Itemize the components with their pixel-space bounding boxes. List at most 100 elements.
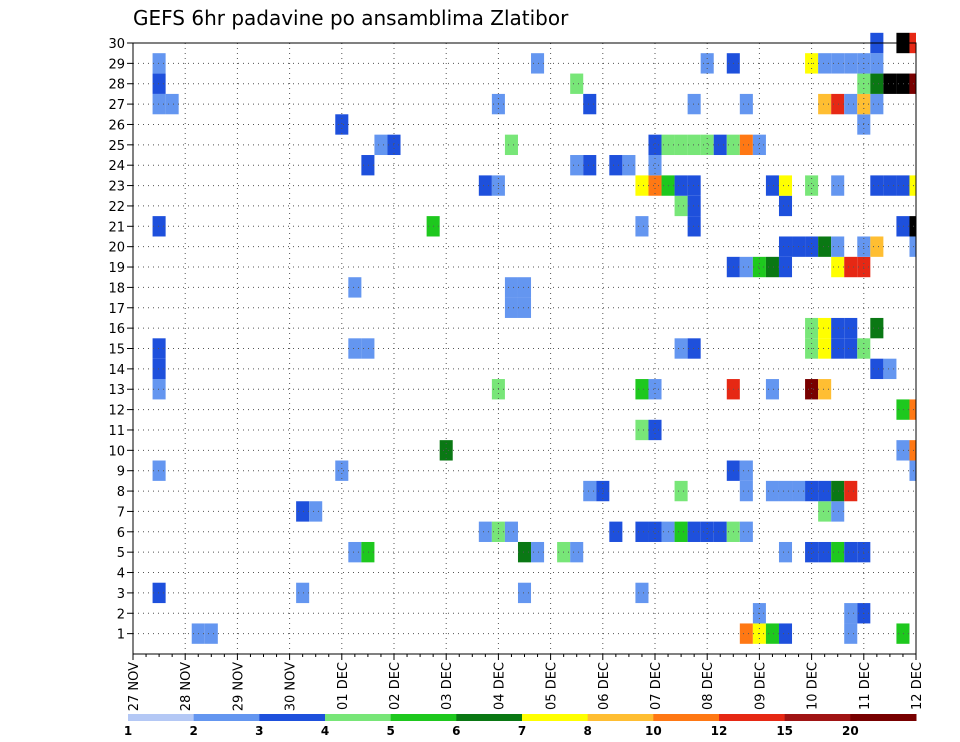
cell-member-16-89 — [818, 317, 832, 339]
cell-member-16-92 — [870, 317, 884, 339]
cell-member-15-79 — [348, 338, 362, 359]
cell-member-15-81 — [674, 338, 688, 359]
cell-member-21-119 — [909, 216, 916, 237]
colorbar-label-4: 4 — [321, 724, 329, 738]
cell-member-8-54 — [844, 480, 858, 502]
colorbar-swatch-0 — [128, 714, 195, 721]
cell-member-23-131 — [778, 175, 793, 196]
cell-member-28-169 — [152, 73, 166, 94]
cell-member-1-5 — [778, 623, 793, 644]
y-tick-label-9: 9 — [117, 465, 125, 480]
cell-member-28-172 — [870, 73, 884, 94]
cell-member-10-61 — [896, 440, 910, 461]
cell-member-3-12 — [296, 582, 310, 604]
x-tick-label-3: 30 NOV — [284, 662, 299, 711]
cell-member-19-104 — [844, 256, 858, 278]
colorbar-swatch-8 — [653, 714, 720, 721]
colorbar-swatch-10 — [784, 714, 851, 721]
cell-member-27-161 — [583, 93, 597, 115]
cell-member-25-154 — [739, 134, 753, 156]
cell-member-23-126 — [648, 175, 662, 196]
cell-member-23-137 — [909, 175, 916, 196]
y-tick-label-22: 22 — [108, 200, 125, 215]
y-tick-label-18: 18 — [108, 281, 125, 296]
cell-member-5-20 — [570, 541, 584, 563]
cell-member-22-122 — [778, 195, 793, 217]
y-tick-label-1: 1 — [117, 628, 125, 643]
cell-member-12-65 — [896, 399, 910, 420]
y-tick-label-17: 17 — [108, 302, 125, 317]
cell-member-17-93 — [504, 297, 518, 318]
cell-member-23-132 — [805, 175, 819, 196]
cell-member-6-29 — [504, 521, 518, 542]
cell-member-29-177 — [531, 53, 545, 74]
cell-member-8-51 — [805, 480, 819, 502]
cell-member-23-136 — [896, 175, 910, 196]
y-tick-label-11: 11 — [108, 424, 125, 439]
cell-member-20-112 — [870, 236, 884, 257]
colorbar-label-20: 20 — [842, 724, 859, 738]
y-tick-label-7: 7 — [117, 505, 125, 520]
y-tick-label-5: 5 — [117, 546, 125, 561]
x-tick-label-8: 05 DEC — [545, 662, 560, 710]
cell-member-1-4 — [765, 623, 779, 644]
cell-member-20-106 — [778, 236, 793, 257]
cell-member-8-49 — [778, 480, 793, 502]
colorbar-swatch-2 — [259, 714, 326, 721]
x-tick-label-12: 09 DEC — [753, 662, 768, 710]
cell-member-25-155 — [752, 134, 766, 156]
x-tick-label-2: 29 NOV — [231, 662, 246, 711]
cell-member-28-174 — [896, 73, 910, 94]
y-tick-label-15: 15 — [108, 343, 125, 358]
y-tick-label-20: 20 — [108, 241, 125, 256]
y-tick-label-12: 12 — [108, 404, 125, 419]
cell-member-26-156 — [335, 114, 349, 135]
cell-member-9-58 — [739, 460, 753, 481]
cell-member-29-183 — [844, 53, 858, 74]
cell-member-8-46 — [674, 480, 688, 502]
y-tick-label-3: 3 — [117, 587, 125, 602]
cell-member-19-99 — [739, 256, 753, 278]
x-tick-label-13: 10 DEC — [806, 662, 821, 710]
cell-member-8-52 — [818, 480, 832, 502]
y-tick-label-6: 6 — [117, 526, 125, 541]
cell-member-13-69 — [635, 379, 649, 400]
cell-member-7-42 — [818, 501, 832, 522]
x-tick-label-14: 11 DEC — [858, 662, 873, 710]
cell-member-16-91 — [844, 317, 858, 339]
colorbar-label-5: 5 — [386, 724, 394, 738]
y-tick-label-16: 16 — [108, 322, 125, 337]
y-tick-label-26: 26 — [108, 118, 125, 133]
cell-member-5-23 — [818, 541, 832, 563]
cell-member-6-37 — [713, 521, 727, 542]
colorbar-swatch-9 — [719, 714, 786, 721]
cell-member-10-62 — [909, 440, 916, 461]
cell-member-19-101 — [765, 256, 779, 278]
cell-member-13-74 — [818, 379, 832, 400]
cell-member-14-75 — [152, 358, 166, 380]
y-tick-label-24: 24 — [108, 159, 125, 174]
cell-member-23-125 — [635, 175, 649, 196]
cell-member-27-158 — [152, 93, 166, 115]
cell-member-22-121 — [687, 195, 701, 217]
cell-member-24-139 — [570, 155, 584, 176]
cell-member-28-170 — [570, 73, 584, 94]
y-tick-label-4: 4 — [117, 567, 125, 582]
cell-member-23-133 — [831, 175, 845, 196]
colorbar-label-3: 3 — [255, 724, 263, 738]
chart-title: GEFS 6hr padavine po ansamblima Zlatibor — [133, 6, 569, 30]
cell-member-24-140 — [583, 155, 597, 176]
y-tick-label-14: 14 — [108, 363, 125, 378]
cell-member-18-96 — [504, 277, 518, 298]
cell-member-6-39 — [739, 521, 753, 542]
cell-member-24-141 — [609, 155, 623, 176]
cell-member-25-146 — [504, 134, 518, 156]
y-tick-label-27: 27 — [108, 98, 125, 113]
colorbar: 1 2 3 4 5 6 7 8 10 12 15 20 — [124, 714, 917, 738]
cell-member-29-176 — [152, 53, 166, 74]
colorbar-label-6: 6 — [452, 724, 460, 738]
cell-member-15-85 — [831, 338, 845, 359]
cell-member-15-78 — [152, 338, 166, 359]
cell-member-25-147 — [648, 134, 662, 156]
colorbar-label-10: 10 — [645, 724, 662, 738]
